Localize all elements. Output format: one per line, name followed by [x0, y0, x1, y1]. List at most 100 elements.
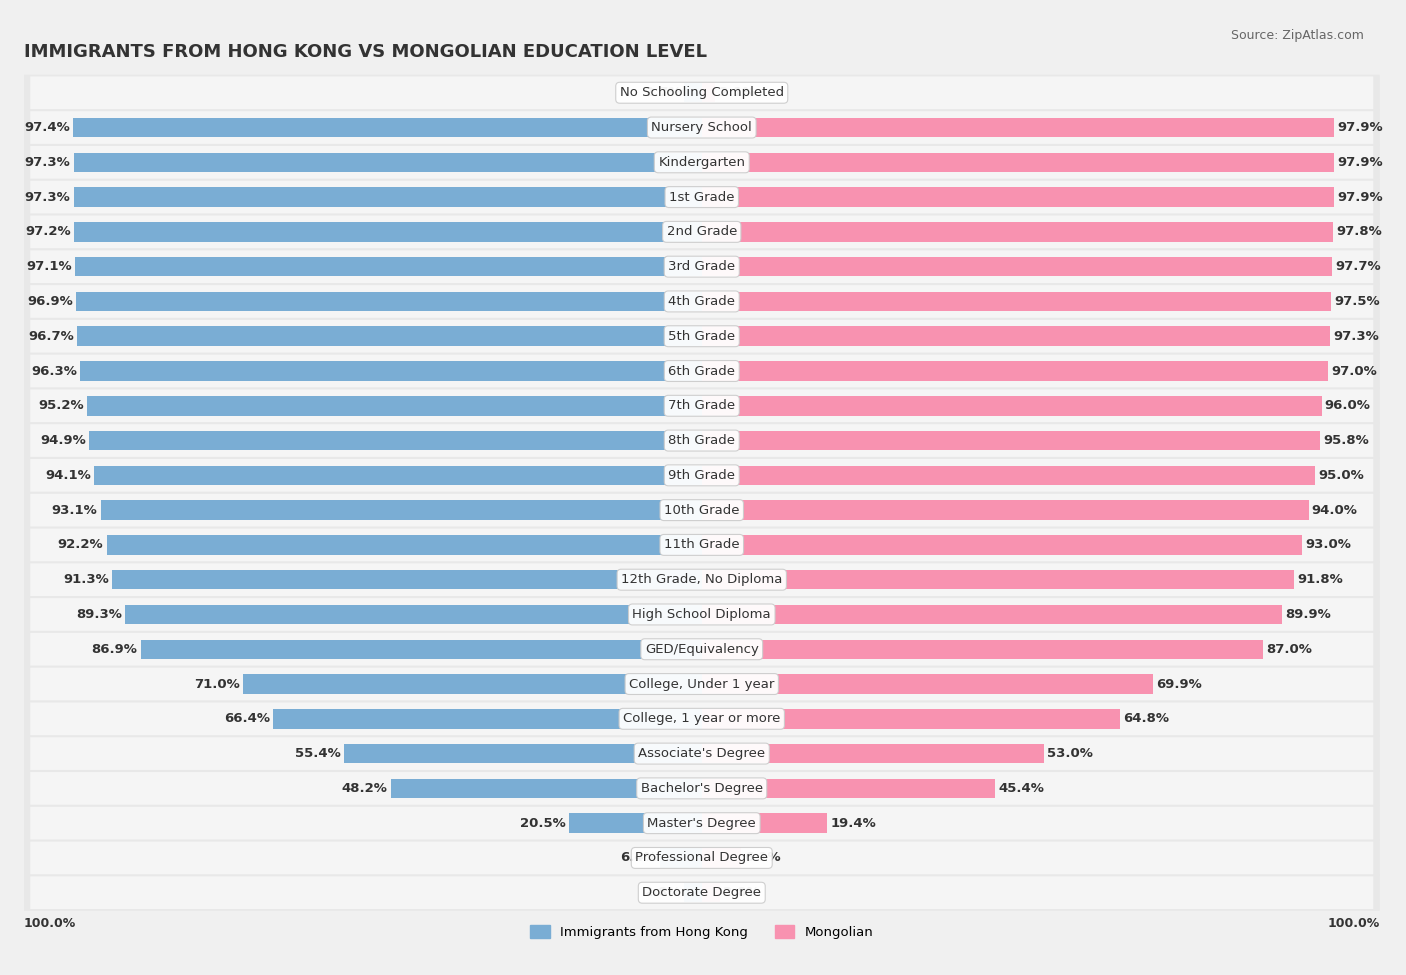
Bar	[75, 257, 702, 276]
Bar	[702, 222, 1333, 242]
Text: 8th Grade: 8th Grade	[668, 434, 735, 448]
Text: 97.9%: 97.9%	[1337, 190, 1382, 204]
FancyBboxPatch shape	[24, 214, 1379, 250]
Text: 97.9%: 97.9%	[1337, 156, 1382, 169]
Bar	[702, 535, 1302, 555]
FancyBboxPatch shape	[31, 389, 1374, 422]
FancyBboxPatch shape	[24, 109, 1379, 145]
FancyBboxPatch shape	[24, 597, 1379, 633]
Bar	[391, 779, 702, 799]
Text: IMMIGRANTS FROM HONG KONG VS MONGOLIAN EDUCATION LEVEL: IMMIGRANTS FROM HONG KONG VS MONGOLIAN E…	[24, 44, 707, 61]
Text: 97.9%: 97.9%	[1337, 121, 1382, 134]
Bar	[77, 327, 702, 346]
FancyBboxPatch shape	[31, 528, 1374, 562]
FancyBboxPatch shape	[24, 422, 1379, 458]
Text: 96.3%: 96.3%	[31, 365, 77, 377]
Text: 94.9%: 94.9%	[41, 434, 86, 448]
Text: 48.2%: 48.2%	[342, 782, 388, 795]
Text: College, Under 1 year: College, Under 1 year	[628, 678, 775, 690]
Text: Master's Degree: Master's Degree	[647, 817, 756, 830]
FancyBboxPatch shape	[24, 666, 1379, 702]
Bar	[702, 709, 1121, 728]
Bar	[685, 83, 702, 102]
Text: Professional Degree: Professional Degree	[636, 851, 768, 865]
Bar	[702, 257, 1333, 276]
FancyBboxPatch shape	[24, 284, 1379, 320]
Bar	[702, 292, 1331, 311]
Legend: Immigrants from Hong Kong, Mongolian: Immigrants from Hong Kong, Mongolian	[524, 919, 879, 945]
Bar	[702, 883, 720, 903]
Bar	[702, 570, 1295, 590]
Text: 2nd Grade: 2nd Grade	[666, 225, 737, 238]
Bar	[76, 292, 702, 311]
Text: College, 1 year or more: College, 1 year or more	[623, 713, 780, 725]
Text: 93.0%: 93.0%	[1305, 538, 1351, 552]
Bar	[702, 604, 1282, 624]
Bar	[73, 152, 702, 172]
Text: 2.7%: 2.7%	[644, 86, 681, 99]
Text: 95.2%: 95.2%	[38, 400, 84, 412]
FancyBboxPatch shape	[31, 702, 1374, 735]
Bar	[273, 709, 702, 728]
FancyBboxPatch shape	[24, 562, 1379, 598]
FancyBboxPatch shape	[24, 805, 1379, 841]
Bar	[702, 744, 1043, 763]
FancyBboxPatch shape	[24, 353, 1379, 389]
Text: 97.0%: 97.0%	[1331, 365, 1376, 377]
Bar	[73, 187, 702, 207]
Text: 94.0%: 94.0%	[1312, 504, 1358, 517]
Text: Nursery School: Nursery School	[651, 121, 752, 134]
FancyBboxPatch shape	[31, 772, 1374, 804]
Bar	[73, 118, 702, 137]
Text: 89.3%: 89.3%	[76, 608, 122, 621]
Text: 2.1%: 2.1%	[718, 86, 755, 99]
Text: 100.0%: 100.0%	[24, 917, 76, 930]
Bar	[702, 431, 1320, 450]
Text: 97.3%: 97.3%	[25, 156, 70, 169]
FancyBboxPatch shape	[31, 251, 1374, 283]
Text: 91.8%: 91.8%	[1298, 573, 1343, 586]
Text: 55.4%: 55.4%	[295, 747, 340, 760]
FancyBboxPatch shape	[31, 459, 1374, 491]
Text: 71.0%: 71.0%	[194, 678, 240, 690]
Text: 87.0%: 87.0%	[1267, 643, 1313, 656]
Text: 97.4%: 97.4%	[24, 121, 70, 134]
Bar	[87, 396, 702, 415]
Bar	[702, 362, 1329, 381]
Text: Associate's Degree: Associate's Degree	[638, 747, 765, 760]
Text: 97.7%: 97.7%	[1336, 260, 1381, 273]
Text: 89.9%: 89.9%	[1285, 608, 1331, 621]
Text: 64.8%: 64.8%	[1123, 713, 1170, 725]
FancyBboxPatch shape	[24, 770, 1379, 806]
Text: 97.8%: 97.8%	[1336, 225, 1382, 238]
Text: 97.5%: 97.5%	[1334, 295, 1381, 308]
Bar	[702, 779, 995, 799]
Bar	[702, 675, 1153, 694]
Bar	[125, 604, 702, 624]
FancyBboxPatch shape	[24, 631, 1379, 667]
Text: 45.4%: 45.4%	[998, 782, 1045, 795]
Text: Doctorate Degree: Doctorate Degree	[643, 886, 761, 899]
Text: 97.2%: 97.2%	[25, 225, 72, 238]
Bar	[569, 813, 702, 833]
Bar	[702, 327, 1330, 346]
Text: High School Diploma: High School Diploma	[633, 608, 770, 621]
Bar	[661, 848, 702, 868]
Text: 9th Grade: 9th Grade	[668, 469, 735, 482]
Bar	[80, 362, 702, 381]
FancyBboxPatch shape	[24, 179, 1379, 215]
Text: 7th Grade: 7th Grade	[668, 400, 735, 412]
FancyBboxPatch shape	[31, 146, 1374, 178]
Bar	[141, 640, 702, 659]
FancyBboxPatch shape	[24, 457, 1379, 493]
FancyBboxPatch shape	[24, 839, 1379, 876]
Text: 12th Grade, No Diploma: 12th Grade, No Diploma	[621, 573, 783, 586]
Text: 92.2%: 92.2%	[58, 538, 103, 552]
FancyBboxPatch shape	[24, 388, 1379, 424]
Text: 96.7%: 96.7%	[28, 330, 75, 343]
Bar	[702, 640, 1264, 659]
Text: 1st Grade: 1st Grade	[669, 190, 734, 204]
FancyBboxPatch shape	[31, 877, 1374, 909]
Text: No Schooling Completed: No Schooling Completed	[620, 86, 783, 99]
Text: 91.3%: 91.3%	[63, 573, 110, 586]
